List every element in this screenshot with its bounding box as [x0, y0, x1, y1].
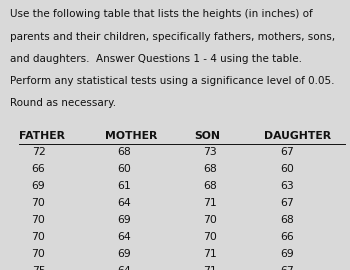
- Text: 70: 70: [203, 215, 217, 225]
- Text: FATHER: FATHER: [19, 131, 65, 141]
- Text: 69: 69: [280, 249, 294, 259]
- Text: 60: 60: [280, 164, 294, 174]
- Text: 66: 66: [280, 232, 294, 242]
- Text: 70: 70: [32, 232, 46, 242]
- Text: 60: 60: [117, 164, 131, 174]
- Text: 64: 64: [117, 232, 131, 242]
- Text: 70: 70: [32, 215, 46, 225]
- Text: 68: 68: [280, 215, 294, 225]
- Text: Round as necessary.: Round as necessary.: [10, 98, 117, 108]
- Text: Perform any statistical tests using a significance level of 0.05.: Perform any statistical tests using a si…: [10, 76, 335, 86]
- Text: DAUGHTER: DAUGHTER: [264, 131, 331, 141]
- Text: 64: 64: [117, 198, 131, 208]
- Text: MOTHER: MOTHER: [105, 131, 158, 141]
- Text: 71: 71: [203, 198, 217, 208]
- Text: 68: 68: [117, 147, 131, 157]
- Text: 69: 69: [117, 249, 131, 259]
- Text: 75: 75: [32, 266, 46, 270]
- Text: and daughters.  Answer Questions 1 - 4 using the table.: and daughters. Answer Questions 1 - 4 us…: [10, 54, 302, 64]
- Text: 70: 70: [32, 198, 46, 208]
- Text: 67: 67: [280, 266, 294, 270]
- Text: 69: 69: [117, 215, 131, 225]
- Text: 69: 69: [32, 181, 46, 191]
- Text: 66: 66: [32, 164, 46, 174]
- Text: 73: 73: [203, 147, 217, 157]
- Text: 67: 67: [280, 198, 294, 208]
- Text: 72: 72: [32, 147, 46, 157]
- Text: 67: 67: [280, 147, 294, 157]
- Text: 71: 71: [203, 249, 217, 259]
- Text: 70: 70: [203, 232, 217, 242]
- Text: 68: 68: [203, 181, 217, 191]
- Text: 61: 61: [117, 181, 131, 191]
- Text: Use the following table that lists the heights (in inches) of: Use the following table that lists the h…: [10, 9, 313, 19]
- Text: 63: 63: [280, 181, 294, 191]
- Text: 68: 68: [203, 164, 217, 174]
- Text: 71: 71: [203, 266, 217, 270]
- Text: parents and their children, specifically fathers, mothers, sons,: parents and their children, specifically…: [10, 32, 336, 42]
- Text: 70: 70: [32, 249, 46, 259]
- Text: 64: 64: [117, 266, 131, 270]
- Text: SON: SON: [194, 131, 220, 141]
